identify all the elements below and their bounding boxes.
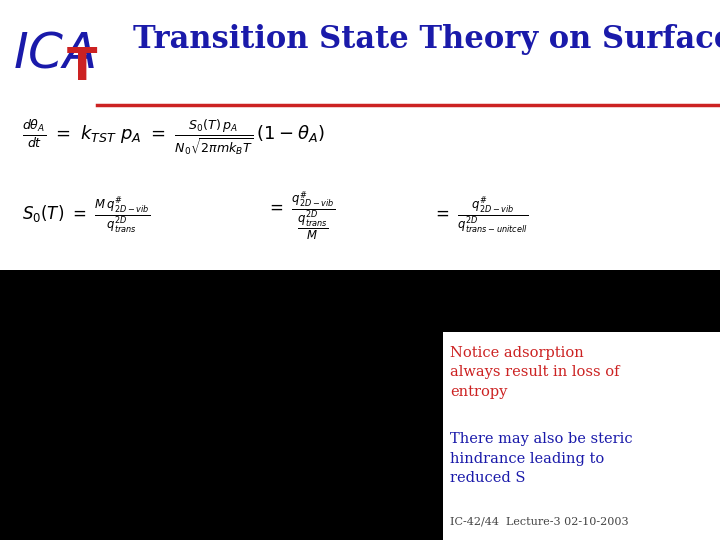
Text: $\mathbf{T}$: $\mathbf{T}$: [66, 46, 99, 89]
Text: $S_0(T)\ =\ \frac{M\,q^{\#}_{2D-vib}}{q^{2D}_{trans}}$: $S_0(T)\ =\ \frac{M\,q^{\#}_{2D-vib}}{q^…: [22, 196, 150, 236]
Text: $=\ \frac{q^{\#}_{2D-vib}}{q^{2D}_{trans-unitcell}}$: $=\ \frac{q^{\#}_{2D-vib}}{q^{2D}_{trans…: [432, 196, 528, 236]
Text: Notice adsorption
always result in loss of
entropy: Notice adsorption always result in loss …: [450, 346, 619, 399]
Bar: [0, 332, 443, 540]
Bar: [0, 270, 720, 332]
Text: There may also be steric
hindrance leading to
reduced S: There may also be steric hindrance leadi…: [450, 432, 633, 485]
Text: Transition State Theory on Surfaces: Transition State Theory on Surfaces: [133, 24, 720, 55]
Text: $\frac{d\theta_A}{dt}\ =\ k_{TST}\ p_A\ =\ \frac{S_0(T)\,p_A}{N_0\sqrt{2\pi m k_: $\frac{d\theta_A}{dt}\ =\ k_{TST}\ p_A\ …: [22, 118, 324, 158]
Text: IC-42/44  Lecture-3 02-10-2003: IC-42/44 Lecture-3 02-10-2003: [450, 516, 629, 526]
Text: $=\ \frac{q^{\#}_{2D-vib}}{\dfrac{q^{2D}_{trans}}{M}}$: $=\ \frac{q^{\#}_{2D-vib}}{\dfrac{q^{2D}…: [266, 190, 336, 242]
Text: $\mathit{ICA}$: $\mathit{ICA}$: [13, 30, 95, 79]
